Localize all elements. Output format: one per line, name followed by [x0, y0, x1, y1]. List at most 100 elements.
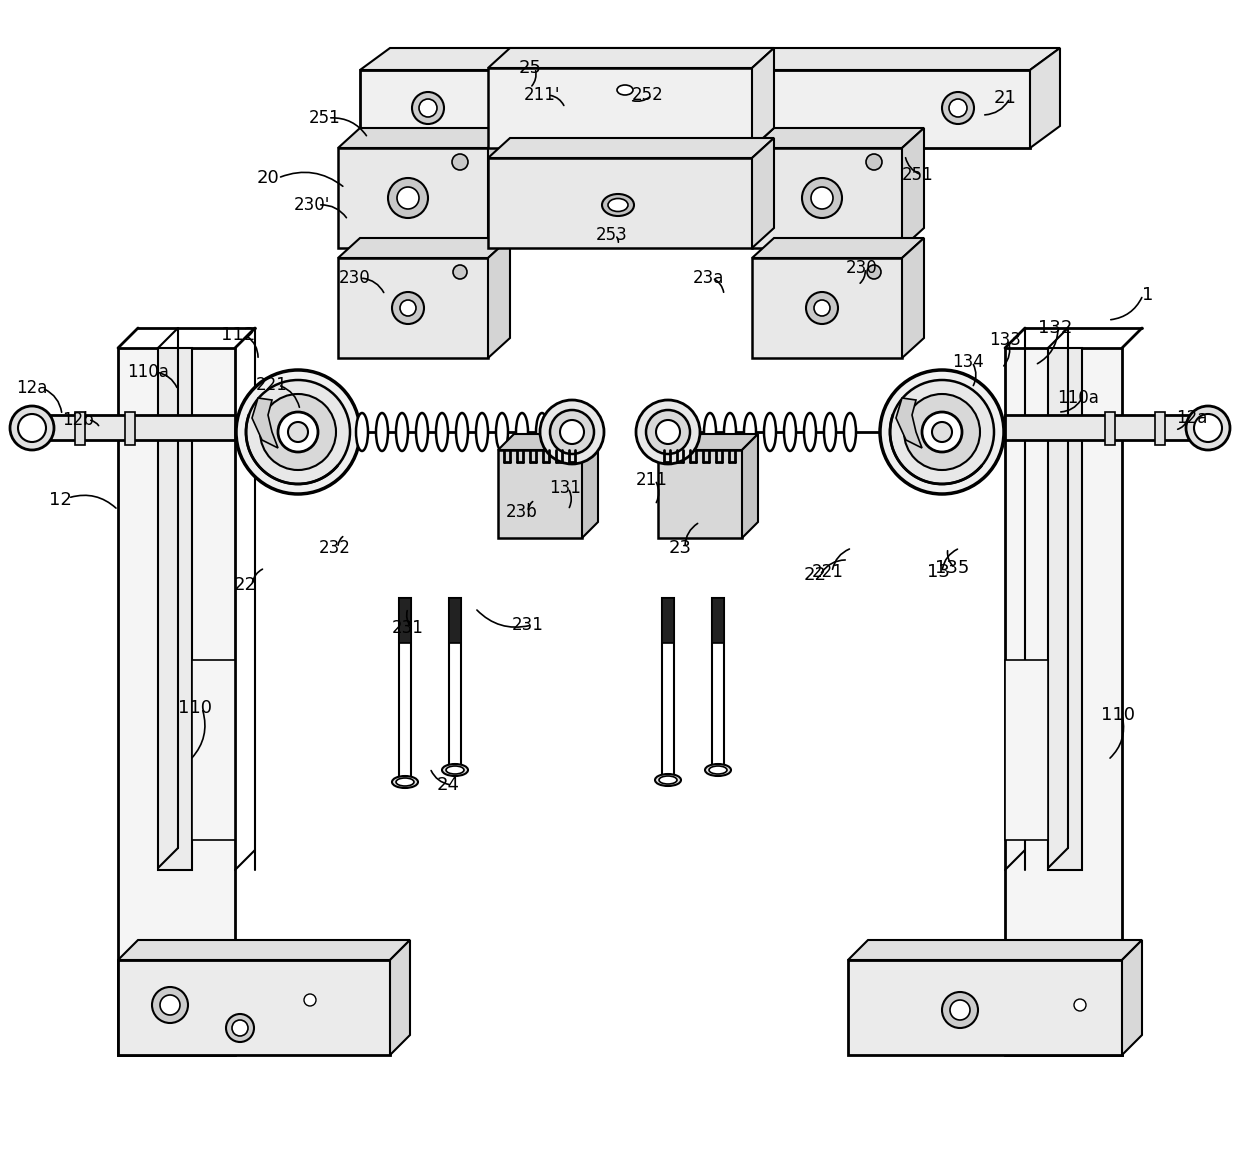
Text: 12a: 12a: [16, 379, 47, 397]
Text: 23: 23: [669, 539, 691, 557]
Ellipse shape: [844, 413, 856, 450]
Text: 134: 134: [952, 352, 984, 371]
Circle shape: [388, 179, 428, 218]
Circle shape: [419, 99, 437, 117]
Ellipse shape: [396, 413, 408, 450]
Polygon shape: [1005, 415, 1207, 440]
Polygon shape: [1005, 348, 1122, 1055]
Circle shape: [635, 400, 700, 464]
Text: 211: 211: [637, 471, 668, 489]
Polygon shape: [712, 598, 724, 768]
Polygon shape: [125, 412, 135, 445]
Ellipse shape: [416, 413, 428, 450]
Polygon shape: [712, 598, 724, 643]
Polygon shape: [252, 398, 278, 448]
Ellipse shape: [536, 413, 549, 450]
Polygon shape: [661, 598, 674, 778]
Polygon shape: [400, 598, 411, 780]
Polygon shape: [360, 48, 1060, 70]
Text: 231: 231: [392, 619, 424, 637]
Circle shape: [951, 1000, 970, 1020]
Ellipse shape: [664, 413, 676, 450]
Polygon shape: [1122, 939, 1142, 1055]
Polygon shape: [752, 238, 925, 258]
Circle shape: [226, 1014, 254, 1042]
Circle shape: [1073, 999, 1086, 1011]
Ellipse shape: [477, 413, 488, 450]
Polygon shape: [1104, 412, 1114, 445]
Polygon shape: [488, 48, 774, 68]
Polygon shape: [488, 158, 752, 249]
Text: 23b: 23b: [506, 503, 537, 520]
Ellipse shape: [804, 413, 817, 450]
Polygon shape: [752, 48, 774, 148]
Circle shape: [540, 400, 604, 464]
Circle shape: [560, 420, 585, 443]
Ellipse shape: [611, 81, 639, 99]
Circle shape: [392, 292, 424, 324]
Polygon shape: [118, 939, 410, 960]
Circle shape: [867, 265, 881, 279]
Circle shape: [812, 187, 833, 209]
Polygon shape: [338, 258, 488, 358]
Text: 132: 132: [1037, 319, 1072, 337]
Circle shape: [278, 412, 318, 452]
Polygon shape: [752, 258, 902, 358]
Circle shape: [805, 292, 838, 324]
Text: 131: 131: [549, 478, 581, 497]
Text: 112: 112: [221, 326, 256, 344]
Ellipse shape: [455, 413, 468, 450]
Text: 221: 221: [812, 562, 844, 581]
Ellipse shape: [824, 413, 836, 450]
Ellipse shape: [356, 413, 369, 450]
Text: 230: 230: [339, 270, 371, 287]
Polygon shape: [658, 434, 758, 450]
Circle shape: [261, 394, 336, 470]
Text: 12a: 12a: [1176, 408, 1207, 427]
Polygon shape: [498, 450, 582, 538]
Text: 21: 21: [994, 89, 1016, 107]
Circle shape: [550, 410, 594, 454]
Circle shape: [452, 154, 468, 170]
Circle shape: [880, 370, 1004, 494]
Polygon shape: [658, 450, 742, 538]
Circle shape: [903, 394, 980, 470]
Text: 230': 230': [294, 196, 330, 214]
Circle shape: [151, 987, 187, 1023]
Ellipse shape: [709, 766, 727, 774]
Text: 13: 13: [927, 562, 949, 581]
Polygon shape: [488, 238, 510, 358]
Ellipse shape: [684, 413, 696, 450]
Text: 12b: 12b: [62, 411, 94, 429]
Circle shape: [246, 380, 350, 484]
Text: 110: 110: [1101, 706, 1136, 724]
Polygon shape: [74, 412, 84, 445]
Text: 110a: 110a: [127, 363, 169, 380]
Circle shape: [866, 154, 882, 170]
Polygon shape: [896, 398, 922, 448]
Text: 211': 211': [524, 86, 560, 104]
Polygon shape: [1005, 661, 1047, 840]
Text: 231: 231: [513, 616, 544, 634]
Polygon shape: [449, 598, 460, 768]
Text: 133: 133: [989, 331, 1021, 349]
Polygon shape: [848, 939, 1142, 960]
Text: 1: 1: [1142, 286, 1154, 303]
Circle shape: [236, 370, 360, 494]
Polygon shape: [488, 138, 774, 158]
Ellipse shape: [784, 413, 795, 450]
Polygon shape: [192, 661, 235, 840]
Ellipse shape: [442, 764, 468, 776]
Text: 230: 230: [846, 259, 877, 277]
Polygon shape: [752, 138, 774, 249]
Circle shape: [942, 992, 978, 1028]
Circle shape: [656, 420, 680, 443]
Circle shape: [397, 187, 419, 209]
Polygon shape: [338, 238, 510, 258]
Polygon shape: [1047, 348, 1082, 871]
Text: 251: 251: [309, 109, 341, 127]
Polygon shape: [400, 598, 411, 643]
Ellipse shape: [496, 413, 508, 450]
Text: 22: 22: [233, 576, 257, 594]
Ellipse shape: [602, 194, 634, 216]
